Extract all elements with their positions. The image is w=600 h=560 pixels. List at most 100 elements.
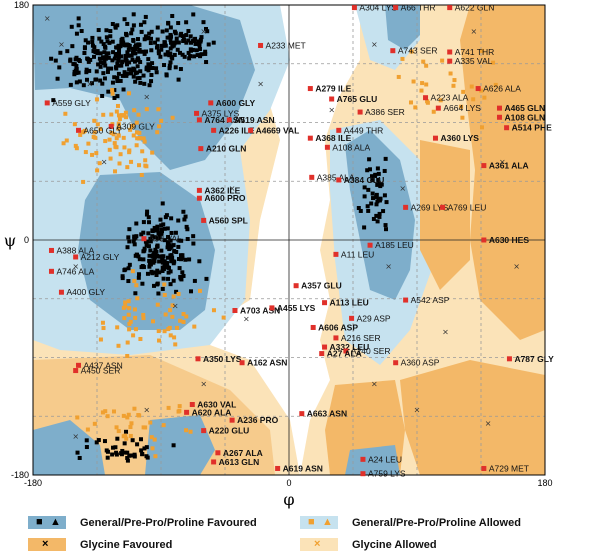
residue-point — [169, 282, 173, 286]
y-tick-label: -180 — [11, 470, 29, 480]
residue-point — [118, 117, 122, 121]
residue-point — [127, 266, 131, 270]
legend-label: Glycine Favoured — [80, 539, 172, 551]
residue-point — [74, 64, 78, 68]
residue-point — [124, 32, 128, 36]
labelled-residue-marker — [447, 5, 452, 10]
residue-point — [369, 201, 373, 205]
labelled-residue-marker — [481, 163, 486, 168]
residue-point — [191, 234, 195, 238]
residue-label: A600 GLY — [216, 98, 256, 108]
residue-point — [126, 279, 130, 283]
residue-point — [132, 23, 136, 27]
residue-point — [156, 26, 160, 30]
residue-point — [129, 160, 133, 164]
residue-label: A630 HES — [489, 235, 529, 245]
residue-point — [74, 144, 78, 148]
residue-point — [132, 75, 136, 79]
residue-point — [155, 254, 159, 258]
residue-point — [91, 49, 95, 53]
residue-point — [359, 209, 363, 213]
residue-point — [49, 57, 53, 61]
legend-marker: ■ — [308, 513, 315, 531]
residue-point — [70, 25, 74, 29]
residue-point — [179, 67, 183, 71]
residue-point — [127, 313, 131, 317]
residue-point — [109, 113, 113, 117]
ramachandran-plot: ××××××××××××××××××××××××× A304 LYS A66 TH… — [0, 0, 600, 512]
residue-point — [153, 454, 157, 458]
residue-point — [78, 456, 82, 460]
labelled-residue-marker — [299, 411, 304, 416]
residue-label: A743 SER — [398, 46, 438, 56]
residue-point — [149, 41, 153, 45]
residue-point — [118, 161, 122, 165]
residue-point — [222, 316, 226, 320]
residue-point — [181, 210, 185, 214]
labelled-residue-marker — [333, 335, 338, 340]
residue-point — [85, 438, 89, 442]
residue-point — [132, 279, 136, 283]
residue-label: A650 GLY — [84, 125, 123, 135]
residue-point — [148, 249, 152, 253]
residue-point — [201, 20, 205, 24]
residue-point — [86, 428, 90, 432]
residue-point — [122, 136, 126, 140]
residue-point — [129, 320, 133, 324]
legend-swatch: × — [28, 538, 66, 551]
residue-point — [162, 423, 166, 427]
residue-point — [159, 48, 163, 52]
residue-point — [480, 125, 484, 129]
labelled-residue-marker — [358, 110, 363, 115]
residue-point — [125, 22, 129, 26]
residue-point — [177, 41, 181, 45]
legend-marker: ▲ — [322, 513, 333, 531]
residue-point — [164, 215, 168, 219]
residue-point — [80, 29, 84, 33]
residue-point — [381, 209, 385, 213]
residue-point — [144, 454, 148, 458]
residue-point — [140, 30, 144, 34]
residue-point — [70, 44, 74, 48]
residue-point — [133, 307, 137, 311]
residue-point — [182, 312, 186, 316]
residue-label: A24 LEU — [368, 454, 402, 464]
residue-point — [127, 239, 131, 243]
residue-point — [54, 59, 58, 63]
residue-point — [189, 289, 193, 293]
residue-point — [103, 409, 107, 413]
labelled-residue-marker — [497, 115, 502, 120]
residue-point — [124, 437, 128, 441]
residue-point — [115, 76, 119, 80]
residue-label: A66 THR — [401, 3, 436, 13]
residue-point — [135, 442, 139, 446]
residue-point — [73, 70, 77, 74]
residue-point — [166, 244, 170, 248]
labelled-residue-marker — [275, 466, 280, 471]
glycine-point: × — [485, 419, 492, 428]
residue-point — [126, 341, 130, 345]
residue-point — [413, 105, 417, 109]
residue-point — [127, 150, 131, 154]
residue-point — [162, 277, 166, 281]
glycine-point: × — [328, 105, 335, 114]
residue-point — [110, 453, 114, 457]
residue-point — [125, 62, 129, 66]
residue-point — [122, 87, 126, 91]
residue-point — [109, 157, 113, 161]
residue-point — [128, 263, 132, 267]
labelled-residue-marker — [349, 316, 354, 321]
residue-point — [172, 335, 176, 339]
residue-label: A279 ILE — [315, 84, 351, 94]
residue-point — [122, 306, 126, 310]
labelled-residue-marker — [447, 50, 452, 55]
residue-point — [109, 67, 113, 71]
residue-point — [69, 83, 73, 87]
residue-point — [73, 122, 77, 126]
residue-label: A361 ALA — [489, 161, 529, 171]
residue-point — [165, 28, 169, 32]
residue-label: A400 GLY — [66, 287, 105, 297]
residue-point — [119, 64, 123, 68]
residue-point — [148, 83, 152, 87]
residue-point — [137, 136, 141, 140]
